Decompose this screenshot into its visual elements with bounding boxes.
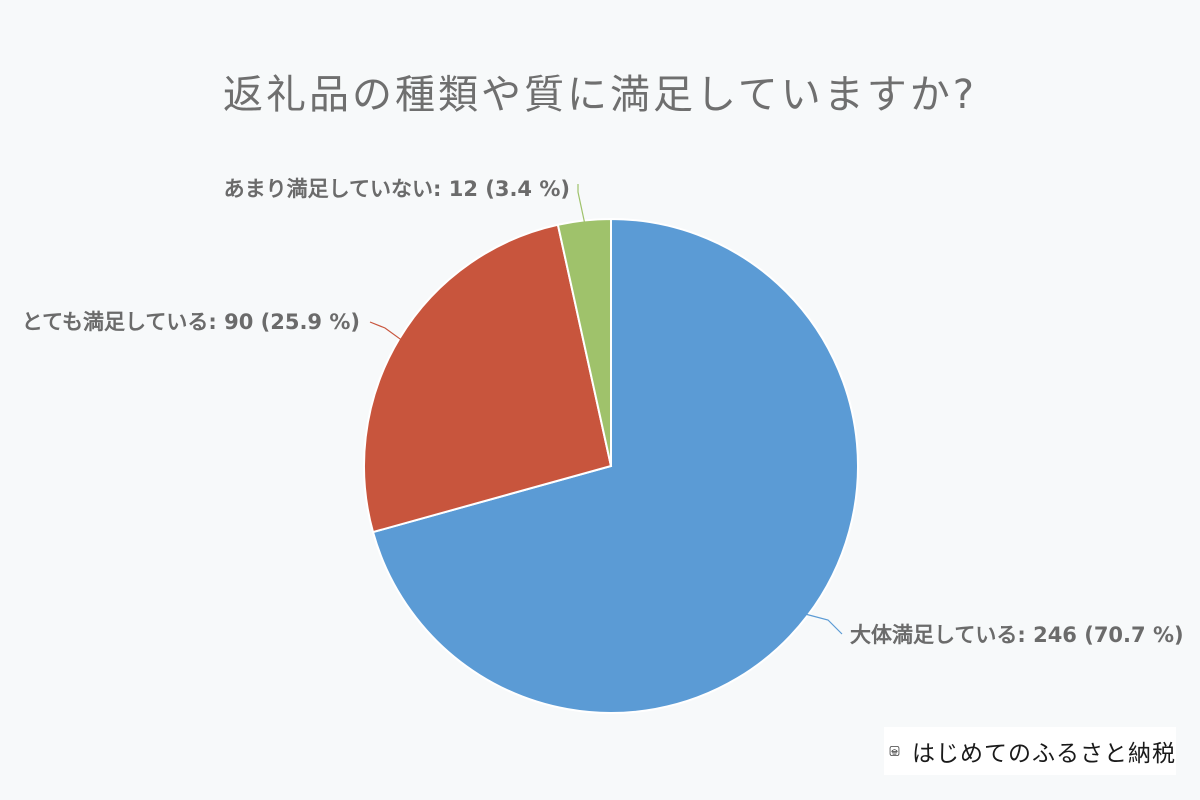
furusato-logo-icon (889, 746, 900, 756)
chart-title: 返礼品の種類や質に満足していますか? (222, 72, 978, 118)
brand-badge: はじめてのふるさと納税 (884, 727, 1176, 775)
slice-label-2: あまり満足していない: 12 (3.4 %) (224, 177, 570, 201)
leader-line-0 (805, 613, 843, 635)
leader-line-2 (577, 184, 586, 223)
slice-label-0: 大体満足している: 246 (70.7 %) (850, 623, 1184, 647)
slice-label-1: とても満足している: 90 (25.9 %) (22, 310, 360, 334)
leader-line-1 (369, 321, 402, 341)
brand-name: はじめてのふるさと納税 (912, 741, 1176, 767)
pie-slice-0 (371, 217, 859, 714)
